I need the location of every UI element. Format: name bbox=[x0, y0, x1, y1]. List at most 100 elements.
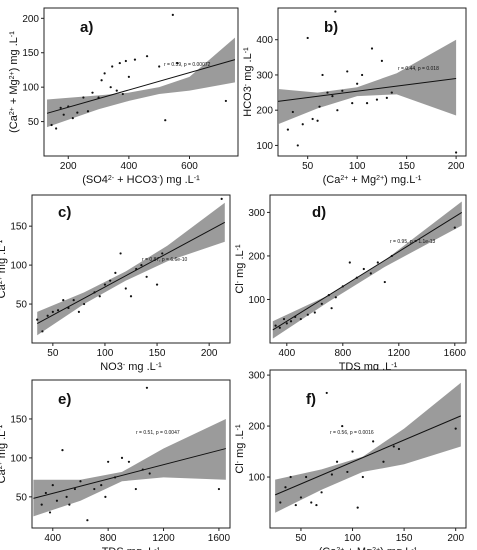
confidence-band bbox=[272, 201, 462, 339]
y-tick-label: 100 bbox=[248, 473, 265, 484]
correlation-annotation: r = 0.44, p = 0.018 bbox=[398, 66, 439, 72]
data-point bbox=[289, 320, 293, 323]
data-point bbox=[330, 307, 333, 310]
data-point bbox=[61, 449, 64, 452]
data-point bbox=[148, 472, 151, 475]
data-point bbox=[158, 65, 161, 68]
correlation-annotation: r = 0.87, p = 6.6e-10 bbox=[142, 257, 188, 263]
panel-letter: d) bbox=[312, 204, 326, 221]
data-point bbox=[372, 440, 375, 443]
data-point bbox=[141, 468, 144, 471]
data-point bbox=[51, 484, 54, 487]
data-point bbox=[334, 296, 337, 299]
y-axis-label: Cl- mg .L-¹ bbox=[234, 244, 246, 294]
y-tick-label: 400 bbox=[256, 35, 273, 46]
data-point bbox=[383, 280, 386, 284]
confidence-band bbox=[275, 382, 461, 513]
data-point bbox=[107, 460, 110, 463]
x-tick-label: 600 bbox=[181, 161, 198, 172]
x-tick-label: 200 bbox=[448, 161, 465, 172]
data-point bbox=[41, 330, 44, 333]
data-point bbox=[56, 309, 60, 312]
panel-d: 400 800 1200 1600 100 200 300 d) r = 0.95, p = 1… bbox=[234, 194, 467, 373]
panel-letter: a) bbox=[80, 19, 93, 36]
data-point bbox=[330, 473, 333, 476]
y-tick-label: 200 bbox=[22, 14, 39, 25]
data-point bbox=[278, 326, 281, 329]
y-tick-label: 200 bbox=[248, 422, 265, 433]
x-tick-label: 400 bbox=[121, 161, 138, 172]
data-point bbox=[346, 70, 349, 73]
data-point bbox=[341, 424, 344, 428]
correlation-annotation: r = 0.51, p = 0.0047 bbox=[136, 430, 180, 436]
x-axis-label: (SO42- + HCO3-) mg .L-¹ bbox=[82, 174, 200, 186]
data-point bbox=[294, 315, 297, 318]
x-axis-label: (Ca2+ + Mg2+) mg.L-¹ bbox=[319, 546, 418, 550]
correlation-annotation: r = 0.59, p = 0.00072 bbox=[164, 62, 211, 68]
data-point bbox=[220, 197, 223, 200]
data-point bbox=[291, 110, 294, 114]
y-tick-label: 200 bbox=[248, 251, 265, 262]
data-point bbox=[331, 94, 334, 98]
data-point bbox=[118, 61, 121, 65]
data-point bbox=[351, 102, 354, 105]
x-tick-label: 150 bbox=[398, 161, 415, 172]
regression-line bbox=[46, 59, 236, 114]
data-point bbox=[346, 470, 349, 474]
regression-line bbox=[272, 211, 463, 331]
data-point bbox=[224, 99, 227, 103]
data-point bbox=[127, 75, 130, 78]
data-point bbox=[97, 96, 100, 99]
x-tick-label: 1200 bbox=[388, 348, 411, 359]
panel-letter: b) bbox=[324, 19, 338, 36]
data-point bbox=[86, 110, 90, 113]
confidence-band bbox=[278, 39, 457, 125]
data-point bbox=[390, 91, 393, 94]
data-point bbox=[124, 287, 127, 290]
data-point bbox=[397, 447, 401, 451]
x-tick-label: 100 bbox=[97, 348, 114, 359]
data-point bbox=[285, 322, 288, 325]
data-point bbox=[55, 499, 59, 502]
confidence-band bbox=[33, 418, 226, 517]
data-point bbox=[392, 445, 395, 448]
data-point bbox=[133, 58, 137, 61]
data-point bbox=[40, 503, 43, 506]
x-tick-label: 800 bbox=[100, 533, 117, 544]
data-point bbox=[301, 123, 304, 126]
x-tick-label: 200 bbox=[201, 348, 218, 359]
data-point bbox=[361, 475, 364, 479]
data-point bbox=[44, 491, 47, 495]
data-point bbox=[164, 119, 167, 122]
data-point bbox=[306, 313, 309, 316]
data-point bbox=[274, 324, 277, 327]
data-point bbox=[455, 151, 458, 154]
data-point bbox=[318, 105, 321, 108]
data-point bbox=[111, 65, 114, 68]
data-point bbox=[348, 261, 351, 264]
correlation-annotation: r = 0.56, p = 0.0016 bbox=[330, 430, 374, 436]
data-point bbox=[127, 460, 131, 463]
y-tick-label: 100 bbox=[22, 83, 39, 94]
data-point bbox=[320, 491, 323, 494]
panel-a: 200 400 600 50 100 150 200 a) r = 0.59, p = 0.00… bbox=[8, 7, 239, 186]
x-tick-label: 200 bbox=[60, 161, 77, 172]
data-point bbox=[104, 495, 107, 498]
panel-letter: f) bbox=[306, 391, 316, 408]
data-point bbox=[375, 98, 379, 101]
data-point bbox=[145, 386, 149, 389]
data-point bbox=[376, 261, 379, 264]
x-tick-label: 150 bbox=[149, 348, 166, 359]
data-point bbox=[114, 271, 117, 274]
data-point bbox=[48, 511, 52, 514]
data-point bbox=[82, 96, 85, 99]
data-point bbox=[71, 117, 74, 120]
y-tick-label: 50 bbox=[28, 117, 40, 128]
data-point bbox=[155, 283, 159, 286]
data-point bbox=[129, 295, 133, 298]
regression-line bbox=[274, 415, 462, 496]
x-tick-label: 50 bbox=[295, 533, 307, 544]
x-tick-label: 400 bbox=[44, 533, 61, 544]
data-point bbox=[306, 36, 309, 40]
